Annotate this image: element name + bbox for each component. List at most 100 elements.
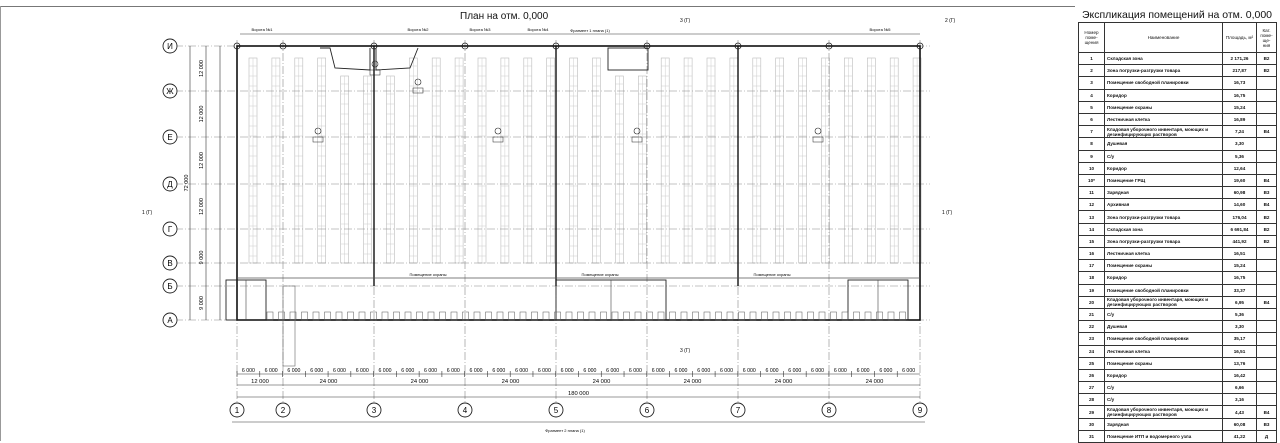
ramp [282, 285, 296, 367]
gate-label: Ворота №5 [870, 27, 892, 32]
room-number: 11 [1078, 186, 1105, 200]
grid-axis-label: Д [167, 180, 173, 189]
table-row: 22 Душевая 3,30 [1078, 320, 1277, 334]
dock-door [324, 311, 331, 321]
room-marker [371, 60, 379, 68]
grid-axis-label: 2 [281, 406, 286, 415]
dock-door [715, 311, 722, 321]
room-area: 16,73 [1222, 76, 1257, 90]
table-row: 25 Помещение охраны 13,76 [1078, 356, 1277, 370]
room-area: 7,24 [1222, 125, 1257, 139]
row-dimension: 12 000 [199, 152, 205, 169]
fragment-note: Фрагмент 2 плана (1) [545, 428, 585, 433]
dock-door [864, 311, 872, 321]
bay-dimension: 6 000 [766, 368, 779, 374]
table-row: 2 Зона погрузки-разгрузки товара 217,87 В2 [1078, 64, 1277, 78]
room-category: В4 [1256, 405, 1277, 419]
table-row: 5 Помещение охраны 15,24 [1078, 100, 1277, 114]
grid-axis-label: Ж [166, 87, 174, 96]
room-number: 30 [1078, 417, 1105, 431]
grid-axis-label: Б [167, 282, 172, 291]
table-row: 9 С/у 5,36 [1078, 149, 1277, 163]
room-area: 13,76 [1222, 356, 1257, 370]
bay-dimension: 6 000 [879, 368, 892, 374]
room-number: 23 [1078, 332, 1105, 346]
room-area: 6 691,84 [1222, 222, 1257, 236]
dock-door [473, 311, 481, 321]
dock-door [519, 311, 527, 321]
dock-door [508, 311, 515, 321]
bay-dimension: 6 000 [743, 368, 756, 374]
room-number: 7 [1078, 125, 1105, 139]
grid-axis-label: 7 [736, 406, 741, 415]
room-category [1256, 307, 1277, 322]
room-marker [494, 127, 502, 135]
span-dimension: 24 000 [775, 379, 793, 385]
table-row: 15 Зона погрузки-разгрузки товара 441,92 В2 [1078, 234, 1277, 249]
grid-axis-label: 4 [463, 406, 468, 415]
dock-door [807, 311, 814, 321]
dock-door [301, 311, 308, 321]
table-row: 31 Помещение ИТП и водомерного узла 41,22 Д [1078, 429, 1277, 443]
table-row: 27 С/у 6,66 [1078, 381, 1277, 395]
room-category [1256, 112, 1277, 127]
room-area: 6,66 [1222, 381, 1257, 395]
room-category [1256, 246, 1277, 261]
room-category [1256, 368, 1277, 383]
room-name: Кладовая уборочного инвентаря, моющих и … [1104, 125, 1223, 139]
row-dimension: 12 000 [199, 198, 205, 215]
gate-label: Ворота №1 [252, 27, 274, 32]
dock-door [554, 311, 561, 321]
span-dimension: 24 000 [866, 379, 884, 385]
room-name: Коридор [1104, 88, 1223, 102]
room-number: 20 [1078, 295, 1105, 309]
dock-door [680, 311, 688, 321]
drawing-frame-top [0, 6, 1075, 7]
dock-door [312, 311, 320, 321]
room-name: Душевая [1104, 137, 1223, 151]
room-category [1256, 356, 1277, 370]
grid-axis-label: 9 [918, 406, 923, 415]
annex-room [607, 47, 649, 71]
room-area: 16,89 [1222, 112, 1257, 127]
dock-door [347, 311, 354, 321]
plan-title: План на отм. 0,000 [460, 11, 549, 22]
total-dimension: 180 000 [568, 391, 589, 397]
row-dimension: 12 000 [199, 106, 205, 123]
section-mark: 3 (Г) [680, 18, 691, 24]
bay-dimension: 6 000 [674, 368, 687, 374]
bay-dimension: 6 000 [401, 368, 414, 374]
table-row: 1 Складская зона 2 171,26 В2 [1078, 51, 1277, 66]
bay-dimension: 6 000 [857, 368, 870, 374]
room-area: 16,51 [1222, 246, 1257, 261]
bay-dimension: 6 000 [424, 368, 437, 374]
bay-dimension: 6 000 [629, 368, 642, 374]
room-area-tag [492, 136, 504, 143]
dock-door [577, 311, 584, 321]
table-row: 16 Лестничная клетка 16,51 [1078, 246, 1277, 261]
dock-door [692, 311, 699, 321]
table-row: 19 Помещение свободной планировки 33,37 [1078, 283, 1277, 297]
dock-door [818, 311, 826, 321]
room-number: 4 [1078, 88, 1105, 102]
room-number: 18 [1078, 271, 1105, 285]
bay-dimension: 6 000 [834, 368, 847, 374]
room-marker [814, 127, 822, 135]
room-name: Помещение свободной планировки [1104, 76, 1223, 90]
table-row: 7 Кладовая уборочного инвентаря, моющих и… [1078, 125, 1277, 139]
room-category: В3 [1256, 186, 1277, 200]
room-area: 6,95 [1222, 295, 1257, 309]
table-row: 12 Архивная 14,60 В4 [1078, 198, 1277, 212]
room-area: 5,36 [1222, 307, 1257, 322]
dock-door [899, 311, 906, 321]
grid-axis-bubble [162, 129, 178, 145]
grid-axis-bubble [457, 402, 473, 418]
bay-dimension: 6 000 [583, 368, 596, 374]
room-name: Помещение свободной планировки [1104, 332, 1223, 346]
dock-door [784, 311, 791, 321]
room-name: С/у [1104, 149, 1223, 163]
room-number: 27 [1078, 381, 1105, 395]
room-category: В4 [1256, 295, 1277, 309]
room-area: 16,51 [1222, 344, 1257, 358]
room-area: 3,30 [1222, 320, 1257, 334]
